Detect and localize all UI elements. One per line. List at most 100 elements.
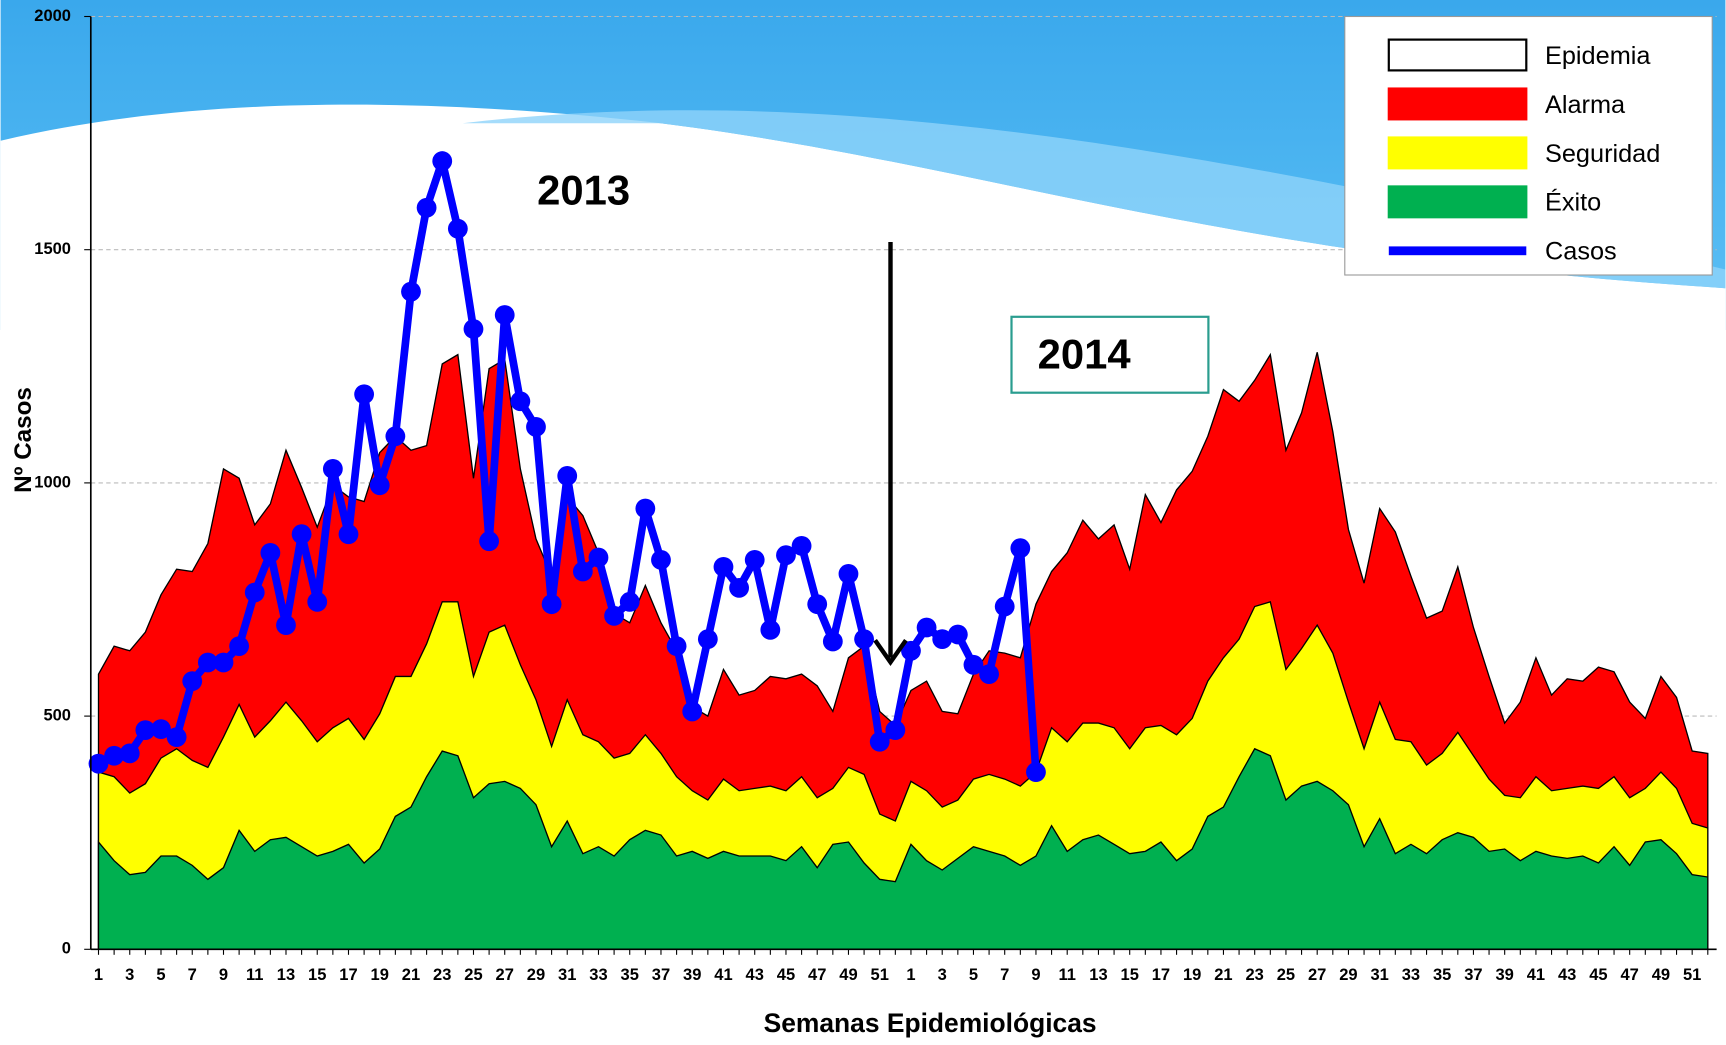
x-tick-label: 45	[777, 966, 795, 984]
point	[963, 654, 984, 675]
point	[541, 594, 562, 615]
point	[588, 547, 609, 568]
point	[729, 577, 749, 598]
legend-swatch	[1388, 246, 1527, 256]
x-tick-label: 43	[1558, 966, 1576, 984]
point	[479, 531, 500, 552]
plot-area	[88, 15, 1717, 950]
point	[807, 594, 828, 615]
point	[151, 719, 171, 740]
point	[822, 631, 843, 652]
x-tick-label: 9	[219, 966, 228, 984]
point	[557, 466, 578, 486]
x-axis-label: Semanas Epidemiológicas	[764, 1008, 1097, 1038]
x-tick-label: 33	[589, 966, 607, 984]
x-tick-label: 13	[277, 966, 295, 984]
legend-label: Éxito	[1545, 188, 1601, 217]
x-tick-label: 23	[1246, 966, 1264, 984]
legend-label: Seguridad	[1545, 140, 1660, 168]
x-tick-label: 49	[839, 966, 857, 984]
point	[88, 753, 109, 774]
point	[416, 197, 437, 218]
x-tick-label: 45	[1589, 966, 1607, 984]
x-tick-label: 7	[188, 966, 197, 984]
point	[947, 624, 968, 645]
point	[463, 319, 484, 339]
point	[510, 391, 531, 412]
point	[182, 671, 203, 692]
point	[572, 561, 593, 582]
x-tick-label: 11	[1058, 966, 1075, 984]
x-tick-label: 33	[1402, 966, 1420, 984]
x-tick-label: 27	[496, 966, 514, 984]
x-tick-label: 49	[1652, 966, 1670, 984]
x-tick-label: 51	[871, 966, 889, 984]
annotation: 2014	[1038, 331, 1132, 378]
point	[1010, 538, 1031, 559]
point	[197, 652, 218, 673]
point	[135, 720, 156, 740]
x-tick-label: 19	[1183, 966, 1201, 984]
point	[494, 305, 515, 325]
point	[713, 556, 734, 577]
x-tick-label: 25	[464, 966, 482, 984]
y-tick-label: 0	[62, 940, 71, 958]
point	[526, 417, 546, 437]
x-tick-label: 39	[1496, 966, 1514, 984]
point	[276, 615, 296, 636]
x-tick-label: 5	[156, 966, 165, 984]
point	[604, 605, 625, 626]
point	[260, 542, 281, 563]
legend-label: Epidemia	[1545, 42, 1651, 70]
x-tick-label: 19	[371, 966, 389, 984]
point	[994, 596, 1015, 617]
legend-swatch	[1387, 87, 1528, 121]
y-tick-label: 2000	[34, 7, 71, 25]
legend-label: Casos	[1545, 238, 1617, 266]
point	[651, 549, 671, 570]
x-tick-label: 15	[1121, 966, 1139, 984]
point	[166, 727, 187, 747]
annotation: 2013	[537, 167, 630, 214]
x-tick-label: 3	[938, 966, 947, 984]
legend: Epidemia Alarma Seguridad Éxito Casos	[1344, 15, 1713, 276]
x-tick-label: 3	[125, 966, 134, 984]
x-tick-label: 1	[94, 966, 103, 984]
point	[1026, 762, 1046, 782]
point	[447, 218, 468, 239]
x-tick-label: 41	[1527, 966, 1545, 984]
x-tick-label: 13	[1089, 966, 1107, 984]
legend-swatch	[1387, 38, 1528, 72]
x-tick-label: 37	[652, 966, 670, 984]
point	[244, 582, 265, 603]
x-tick-label: 17	[339, 966, 357, 984]
point	[401, 281, 421, 302]
x-tick-label: 21	[1214, 966, 1232, 984]
x-tick-label: 35	[1433, 966, 1451, 984]
point	[635, 498, 656, 519]
x-tick-label: 31	[1371, 966, 1389, 984]
point	[338, 524, 359, 545]
point	[854, 629, 874, 650]
x-tick-label: 11	[246, 966, 263, 984]
x-tick-label: 29	[527, 966, 545, 984]
area	[97, 747, 1709, 950]
point	[791, 535, 812, 556]
point	[932, 629, 953, 650]
point	[901, 640, 921, 661]
point	[104, 745, 125, 766]
point	[666, 636, 687, 657]
point	[291, 524, 312, 545]
point	[369, 475, 390, 496]
x-tick-label: 43	[746, 966, 764, 984]
x-tick-label: 17	[1152, 966, 1170, 984]
x-tick-label: 5	[969, 966, 978, 984]
point	[760, 619, 781, 640]
legend-label: Alarma	[1545, 91, 1626, 119]
point	[697, 629, 718, 650]
x-tick-label: 9	[1031, 966, 1040, 984]
point	[213, 652, 234, 673]
point	[916, 617, 937, 638]
x-tick-label: 1	[906, 966, 915, 984]
